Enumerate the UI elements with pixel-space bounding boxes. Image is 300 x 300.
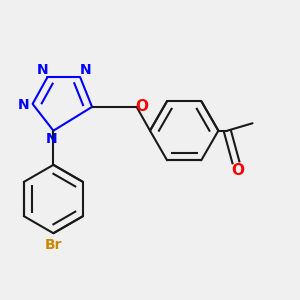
Text: N: N [37, 63, 49, 76]
Text: N: N [18, 98, 30, 112]
Text: O: O [136, 99, 148, 114]
Text: N: N [80, 63, 92, 77]
Text: N: N [46, 132, 57, 146]
Text: O: O [231, 163, 244, 178]
Text: Br: Br [45, 238, 62, 251]
